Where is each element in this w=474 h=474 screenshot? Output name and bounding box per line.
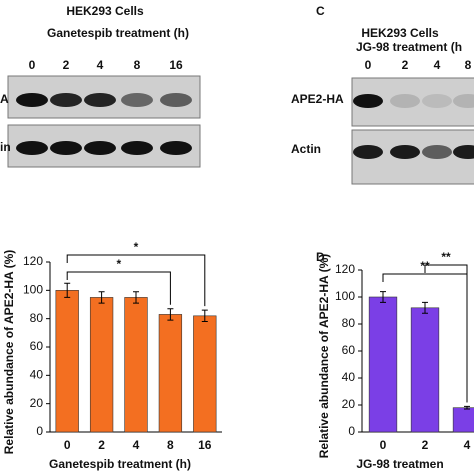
- lane-label: 2: [63, 58, 70, 72]
- bar: [410, 307, 440, 433]
- x-tick-label: 0: [380, 438, 387, 452]
- blot-band: [422, 94, 452, 108]
- lane-label: 8: [134, 58, 141, 72]
- blot-band: [121, 141, 153, 155]
- x-tick-label: 0: [64, 438, 71, 452]
- error-bar: [380, 291, 386, 303]
- panel-label: C: [316, 4, 325, 18]
- blot-band: [121, 93, 153, 107]
- x-axis-label: JG-98 treatmen: [356, 457, 443, 471]
- blot-title: HEK293 Cells: [66, 4, 144, 18]
- lane-label: 4: [97, 58, 104, 72]
- blot-band: [50, 93, 82, 107]
- lane-label: 8: [465, 58, 472, 72]
- x-tick-label: 2: [98, 438, 105, 452]
- blot-band: [422, 145, 452, 159]
- y-tick-label: 80: [342, 316, 356, 330]
- blot-band: [353, 94, 383, 108]
- bar: [55, 290, 79, 433]
- error-bar: [422, 301, 428, 314]
- x-tick-label: 4: [133, 438, 140, 452]
- lane-label: 0: [29, 58, 36, 72]
- lane-label: 0: [365, 58, 372, 72]
- x-tick-label: 16: [198, 438, 212, 452]
- y-tick-label: 120: [335, 262, 355, 276]
- bar: [124, 297, 148, 433]
- y-tick-label: 100: [335, 289, 355, 303]
- bar: [193, 315, 217, 433]
- significance-bracket: [424, 264, 468, 403]
- y-tick-label: 80: [30, 311, 44, 325]
- blot-band: [353, 145, 383, 159]
- blot-band: [390, 94, 420, 108]
- blot-band: [84, 93, 116, 107]
- y-tick-label: 40: [30, 368, 44, 382]
- row-label: in: [0, 140, 11, 154]
- bar: [89, 297, 114, 433]
- blot-band: [16, 93, 48, 107]
- y-axis-label: Relative abundance of APE2-HA (%): [2, 250, 16, 454]
- row-label: A: [0, 92, 9, 106]
- error-bar: [464, 405, 470, 410]
- blot-band: [453, 94, 474, 108]
- y-tick-label: 20: [342, 397, 356, 411]
- lane-label: 16: [169, 58, 183, 72]
- blot-band: [453, 145, 474, 159]
- blot-band: [160, 141, 192, 155]
- blot-title: HEK293 Cells: [361, 26, 439, 40]
- bar: [368, 296, 398, 433]
- bar: [158, 314, 183, 433]
- y-tick-label: 60: [30, 339, 44, 353]
- panel-label: D: [316, 250, 325, 264]
- significance-bracket: [66, 254, 206, 307]
- bar: [452, 407, 474, 433]
- blot-band: [16, 141, 48, 155]
- significance-label: **: [441, 250, 451, 264]
- error-bar: [98, 291, 105, 304]
- x-axis-label: Ganetespib treatment (h): [49, 457, 191, 471]
- significance-label: *: [134, 240, 139, 254]
- blot-treatment: Ganetespib treatment (h): [47, 26, 189, 40]
- y-axis-label: Relative abundance of APE2-HA (%): [317, 254, 331, 458]
- y-tick-label: 20: [30, 396, 44, 410]
- lane-label: 2: [402, 58, 409, 72]
- x-tick-label: 4: [464, 438, 471, 452]
- significance-bracket: [66, 271, 171, 305]
- x-tick-label: 2: [422, 438, 429, 452]
- error-bar: [133, 291, 139, 304]
- y-tick-label: 60: [342, 343, 356, 357]
- row-label: Actin: [291, 142, 321, 156]
- y-tick-label: 120: [23, 254, 43, 268]
- x-tick-label: 8: [167, 438, 174, 452]
- y-tick-label: 40: [342, 370, 356, 384]
- blot-band: [160, 93, 192, 107]
- error-bar: [167, 308, 174, 321]
- y-tick-label: 0: [36, 424, 43, 438]
- y-tick-label: 0: [348, 424, 355, 438]
- error-bar: [64, 282, 71, 298]
- error-bar: [201, 309, 208, 322]
- lane-label: 4: [434, 58, 441, 72]
- blot-band: [390, 145, 420, 159]
- blot-band: [50, 141, 82, 155]
- blot-band: [84, 141, 116, 155]
- blot-treatment: JG-98 treatment (h: [356, 40, 462, 54]
- significance-label: *: [116, 257, 121, 271]
- y-tick-label: 100: [23, 283, 43, 297]
- row-label: APE2-HA: [291, 92, 344, 106]
